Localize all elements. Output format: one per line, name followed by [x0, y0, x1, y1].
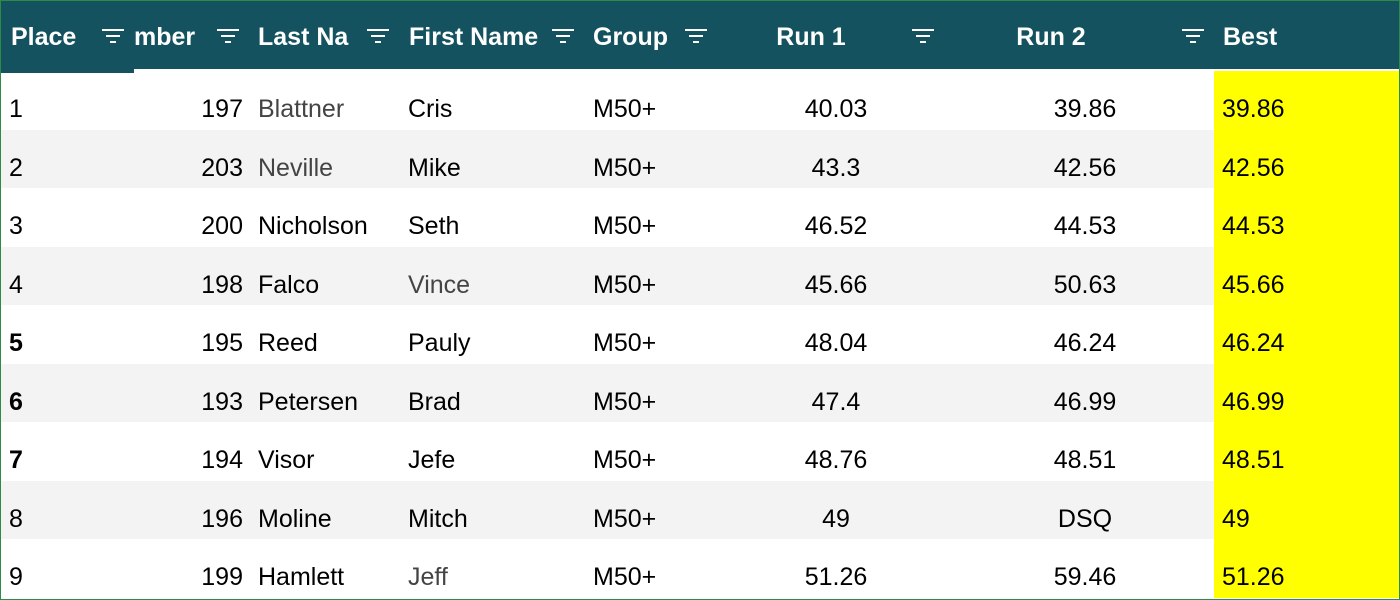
- table-cell: Cris: [408, 95, 453, 123]
- table-cell: 46.24: [1214, 305, 1399, 364]
- table-cell: 193: [201, 387, 243, 416]
- table-cell: 48.51: [1214, 422, 1399, 481]
- filter-button[interactable]: [551, 28, 575, 44]
- table-cell: 5: [9, 329, 23, 357]
- table-cell: 42.56: [1214, 129, 1399, 188]
- table-row: [1, 363, 1399, 422]
- table-cell: M50+: [593, 387, 657, 416]
- column-header: Group: [593, 23, 668, 51]
- table-cell: Pauly: [408, 329, 471, 357]
- column-header: Best: [1223, 23, 1278, 51]
- table-cell: M50+: [593, 95, 657, 123]
- table-cell: 7: [9, 446, 23, 474]
- filter-button[interactable]: [684, 28, 708, 44]
- table-cell: 196: [201, 504, 243, 533]
- column-header: Place: [11, 23, 77, 51]
- table-cell: Mitch: [408, 504, 468, 533]
- table-cell: Hamlett: [258, 563, 345, 591]
- table-cell: 48.51: [1053, 446, 1117, 474]
- table-cell: M50+: [593, 153, 657, 182]
- column-header: First Name: [409, 23, 539, 51]
- table-cell: 4: [9, 270, 23, 299]
- table-cell: 40.03: [804, 95, 868, 123]
- table-cell: 45.66: [804, 270, 868, 299]
- table-cell: 59.46: [1053, 563, 1117, 591]
- table-cell: 43.3: [811, 153, 861, 182]
- table-cell: 47.4: [811, 387, 861, 416]
- table-row: [1, 246, 1399, 305]
- table-row: [1, 129, 1399, 188]
- table-cell: 8: [9, 504, 23, 533]
- table-cell: 49: [822, 504, 850, 533]
- filter-button[interactable]: [911, 28, 935, 44]
- table-cell: 39.86: [1214, 71, 1399, 130]
- table-cell: M50+: [593, 270, 657, 299]
- table-cell: 46.99: [1214, 363, 1399, 422]
- table-cell: M50+: [593, 212, 657, 240]
- table-cell: 50.63: [1053, 270, 1117, 299]
- table-cell: 203: [201, 153, 243, 182]
- table-cell: 46.52: [804, 212, 868, 240]
- table-cell: 2: [9, 153, 23, 182]
- table-cell: Visor: [258, 446, 315, 474]
- table-cell: Brad: [408, 387, 461, 416]
- table-cell: M50+: [593, 563, 657, 591]
- table-cell: 6: [9, 387, 23, 416]
- column-header: mber: [134, 23, 196, 51]
- column-header: Run 2: [1016, 23, 1086, 51]
- table-cell: Petersen: [258, 387, 359, 416]
- table-cell: 51.26: [1214, 539, 1399, 598]
- table-cell: 45.66: [1214, 246, 1399, 305]
- table-cell: 44.53: [1053, 212, 1117, 240]
- table-cell: 9: [9, 563, 23, 591]
- table-cell: 46.99: [1053, 387, 1117, 416]
- column-header: Last Na: [258, 23, 349, 51]
- table-cell: 195: [201, 329, 243, 357]
- column-header: Run 1: [776, 23, 846, 51]
- table-cell: 197: [201, 95, 243, 123]
- table-cell: 198: [201, 270, 243, 299]
- table-cell: 51.26: [804, 563, 868, 591]
- table-cell: M50+: [593, 446, 657, 474]
- table-cell: 1: [9, 95, 23, 123]
- table-cell: M50+: [593, 329, 657, 357]
- table-cell: Reed: [258, 329, 318, 357]
- table-cell: Falco: [258, 270, 320, 299]
- filter-button[interactable]: [216, 28, 240, 44]
- table-cell: Jeff: [408, 563, 448, 591]
- table-cell: Mike: [408, 153, 461, 182]
- table-cell: Jefe: [408, 446, 456, 474]
- table-cell: DSQ: [1057, 504, 1113, 533]
- table-cell: Neville: [258, 153, 334, 182]
- header-edge: [1, 69, 134, 73]
- table-cell: Moline: [258, 504, 332, 533]
- table-cell: Blattner: [258, 95, 345, 123]
- filter-button[interactable]: [101, 28, 125, 44]
- table-cell: M50+: [593, 504, 657, 533]
- table-cell: 46.24: [1053, 329, 1117, 357]
- table-cell: 39.86: [1053, 95, 1117, 123]
- table-cell: 200: [201, 212, 243, 240]
- table-cell: 44.53: [1214, 188, 1399, 247]
- table-cell: 42.56: [1053, 153, 1117, 182]
- table-cell: 48.76: [804, 446, 868, 474]
- filter-button[interactable]: [366, 28, 390, 44]
- table-cell: 194: [201, 446, 243, 474]
- table-cell: 48.04: [804, 329, 868, 357]
- filter-button[interactable]: [1181, 28, 1205, 44]
- table-cell: 199: [201, 563, 243, 591]
- table-cell: Vince: [408, 270, 471, 299]
- table-cell: 3: [9, 212, 23, 240]
- table-row: [1, 480, 1399, 539]
- table-cell: Nicholson: [258, 212, 368, 240]
- table-cell: 49: [1214, 480, 1399, 539]
- table-cell: Seth: [408, 212, 460, 240]
